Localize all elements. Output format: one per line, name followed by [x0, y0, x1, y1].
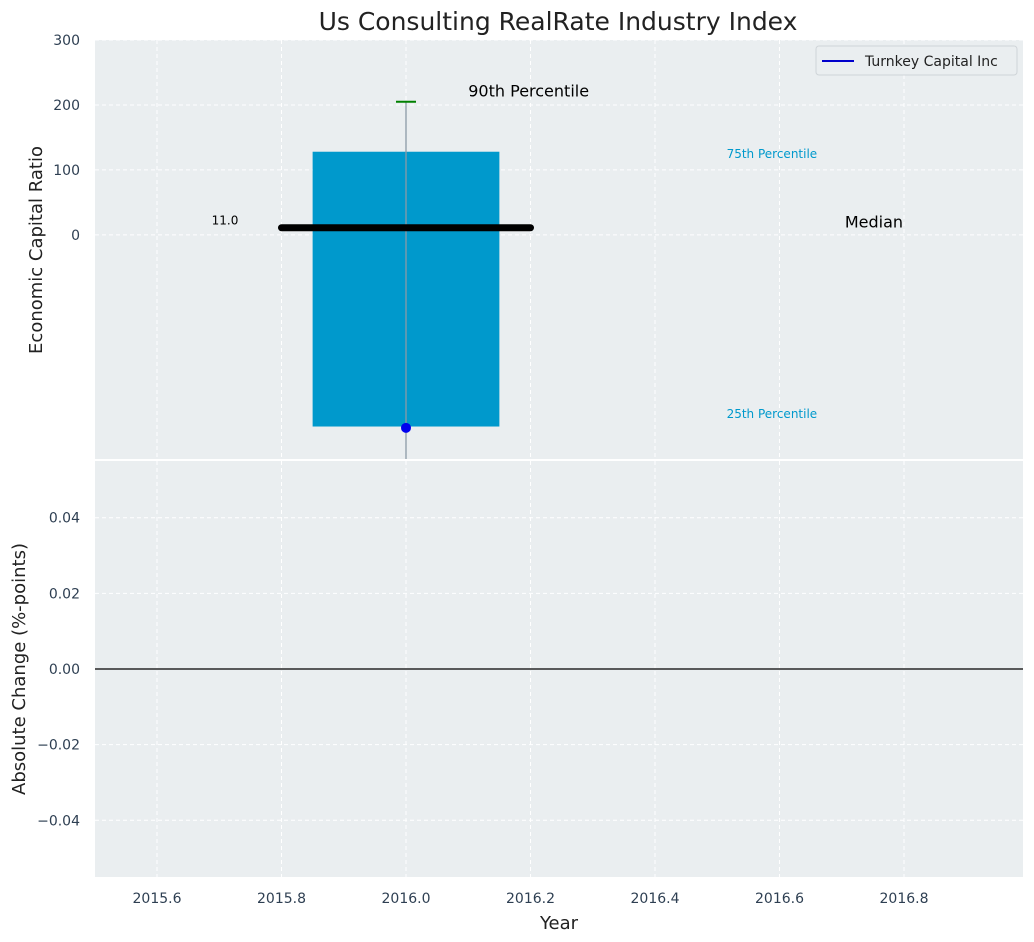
- top-y-tick-label: 100: [53, 163, 80, 179]
- annotation-75th-percentile: 75th Percentile: [727, 147, 818, 161]
- x-tick-label: 2016.8: [880, 891, 929, 907]
- bottom-y-tick-label: 0.00: [49, 662, 80, 678]
- legend: Turnkey Capital Inc: [815, 45, 1018, 76]
- legend-label-turnkey: Turnkey Capital Inc: [864, 54, 998, 70]
- bottom-y-tick-label: 0.04: [49, 511, 80, 527]
- bottom-y-tick-label: 0.02: [49, 586, 80, 602]
- top-y-axis-label: Economic Capital Ratio: [26, 146, 47, 354]
- x-tick-label: 2016.4: [631, 891, 680, 907]
- bottom-y-axis-label: Absolute Change (%-points): [9, 543, 30, 795]
- annotation-25th-percentile: 25th Percentile: [727, 407, 818, 421]
- x-tick-label: 2016.6: [755, 891, 804, 907]
- chart-marks: 11.0 90th Percentile 75th Percentile Median…: [95, 82, 1023, 670]
- top-y-tick-label: 0: [71, 228, 80, 244]
- bottom-y-tick-label: −0.02: [37, 738, 80, 754]
- legend-box: [815, 45, 1018, 76]
- grid-lines: [95, 39, 1023, 877]
- company-point: [401, 422, 411, 433]
- annotation-90th-percentile: 90th Percentile: [468, 82, 589, 101]
- bottom-y-tick-label: −0.04: [37, 813, 80, 829]
- top-plot-area: [95, 40, 1023, 459]
- x-tick-label: 2015.8: [257, 891, 306, 907]
- top-y-tick-label: 300: [53, 33, 80, 49]
- axis-ticks: 2015.6 2015.8 2016.0 2016.2 2016.4 2016.6 2016…: [37, 33, 928, 907]
- top-y-tick-label: 200: [53, 98, 80, 114]
- chart-title: Us Consulting RealRate Industry Index: [319, 7, 798, 36]
- x-tick-label: 2015.6: [133, 891, 182, 907]
- median-value-label: 11.0: [212, 214, 239, 228]
- annotation-median: Median: [845, 213, 903, 232]
- x-axis-label: Year: [539, 913, 579, 934]
- x-tick-label: 2016.2: [506, 891, 555, 907]
- x-tick-label: 2016.0: [382, 891, 431, 907]
